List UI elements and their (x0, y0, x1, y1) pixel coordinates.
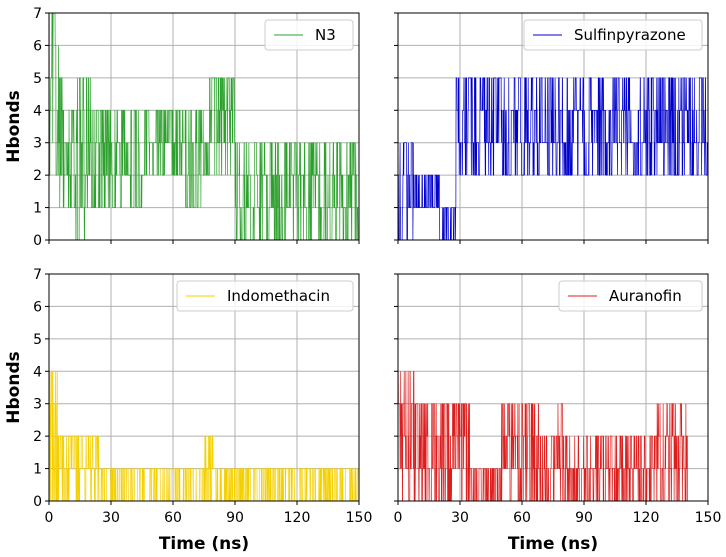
axes-frame (397, 273, 709, 502)
axes-frame (48, 273, 360, 502)
y-tick-label: 0 (33, 494, 42, 510)
y-tick-label: 2 (33, 168, 42, 184)
x-axis-label: Time (ns) (159, 534, 249, 554)
x-tick-label: 150 (346, 510, 373, 526)
y-tick-label: 5 (33, 71, 42, 87)
axes-frame (397, 12, 709, 241)
y-tick-label: 1 (33, 201, 42, 217)
y-tick-label: 6 (33, 38, 42, 54)
series-line-n3 (49, 13, 359, 240)
y-tick-label: 5 (33, 332, 42, 348)
y-tick-label: 1 (33, 462, 42, 478)
x-tick-label: 120 (633, 510, 660, 526)
x-axis-label: Time (ns) (508, 534, 598, 554)
y-tick-label: 3 (33, 397, 42, 413)
x-tick-label: 0 (45, 510, 54, 526)
subplot-sulfinpyrazone: Sulfinpyrazone (394, 12, 709, 244)
y-tick-label: 7 (33, 6, 42, 22)
x-tick-label: 90 (226, 510, 244, 526)
legend-label: Indomethacin (227, 287, 330, 305)
series-line-auranofin (398, 370, 708, 501)
legend-box (264, 19, 354, 51)
x-tick-label: 30 (451, 510, 469, 526)
x-tick-label: 60 (164, 510, 182, 526)
plot-area (49, 274, 359, 501)
y-tick-label: 7 (33, 267, 42, 283)
x-tick-label: 0 (394, 510, 403, 526)
plot-area (49, 13, 359, 240)
y-tick-label: 0 (33, 233, 42, 249)
legend-box (176, 280, 354, 312)
x-tick-label: 150 (695, 510, 722, 526)
y-tick-label: 3 (33, 136, 42, 152)
y-tick-label: 6 (33, 299, 42, 315)
x-tick-label: 90 (575, 510, 593, 526)
axes-frame (48, 12, 360, 241)
subplot-indomethacin: 0 1 2 3 4 5 6 7 0 30 60 90 120 150 Indomethacin Hbonds T… (4, 267, 372, 554)
subplot-auranofin: 0 30 60 90 120 150 Auranofin Time (ns) (394, 273, 722, 554)
legend-box (523, 19, 703, 51)
y-axis-label: Hbonds (4, 90, 24, 162)
x-tick-label: 30 (102, 510, 120, 526)
legend-label: N3 (315, 26, 336, 44)
series-line-indomethacin (49, 370, 359, 501)
x-tick-label: 120 (284, 510, 311, 526)
legend-label: Auranofin (609, 287, 682, 305)
legend-label: Sulfinpyrazone (574, 26, 686, 44)
series-line-sulfinpyrazone (398, 77, 708, 240)
y-tick-label: 4 (33, 103, 42, 119)
subplot-n3: 0 1 2 3 4 5 6 7 N3 Hbonds (4, 6, 360, 249)
legend-box (558, 280, 703, 312)
y-tick-label: 4 (33, 364, 42, 380)
y-axis-label: Hbonds (4, 351, 24, 423)
x-tick-label: 60 (513, 510, 531, 526)
y-tick-label: 2 (33, 429, 42, 445)
